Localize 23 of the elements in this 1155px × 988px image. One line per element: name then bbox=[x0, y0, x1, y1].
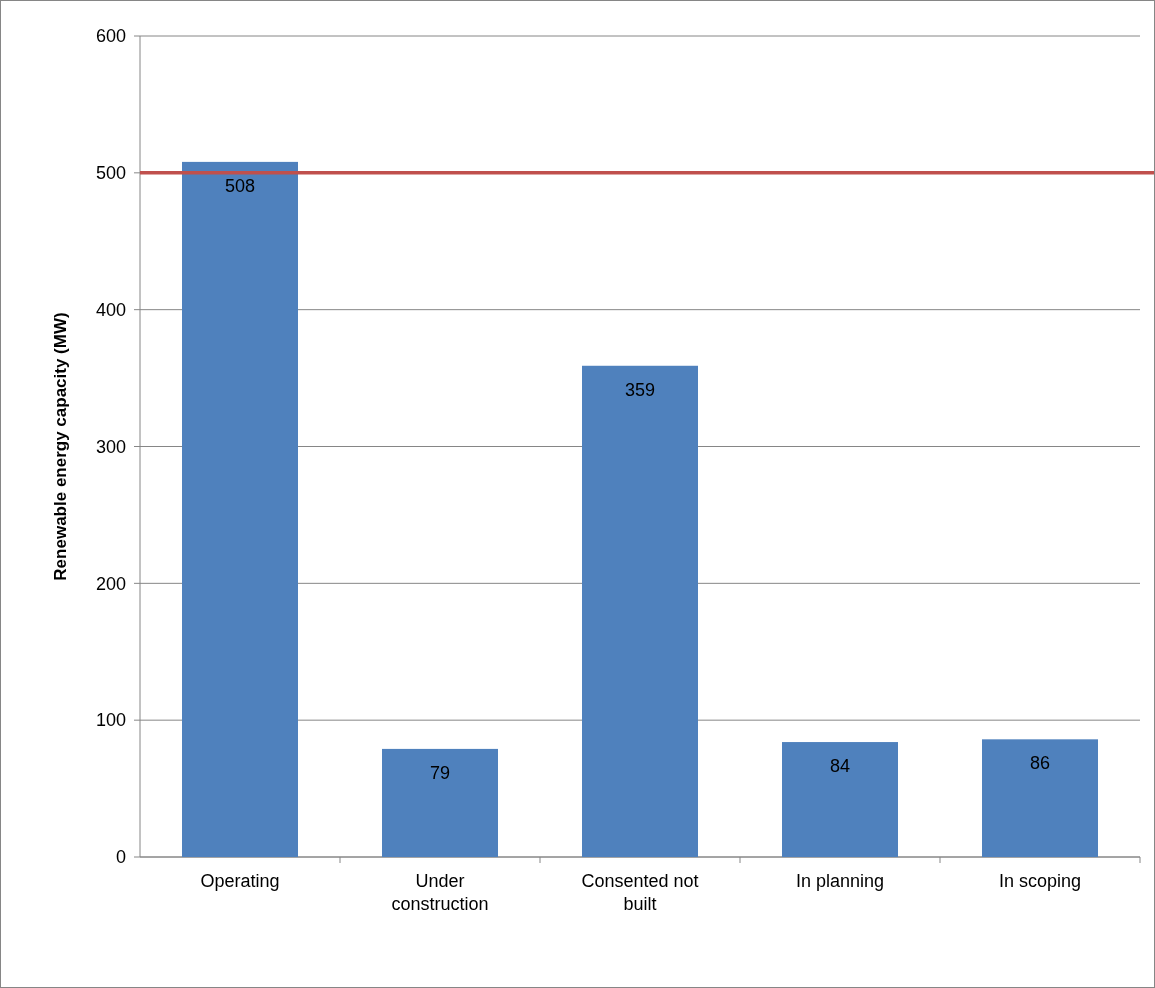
x-tick-label: Under construction bbox=[391, 871, 489, 914]
data-label: 84 bbox=[829, 756, 851, 777]
y-tick-label: 300 bbox=[95, 436, 126, 457]
y-axis-title: Renewable energy capacity (MW) bbox=[51, 312, 70, 581]
y-tick-label: 500 bbox=[95, 163, 126, 184]
bar bbox=[782, 742, 898, 857]
y-tick-label: 400 bbox=[95, 299, 126, 320]
data-label: 86 bbox=[1029, 753, 1051, 774]
bar bbox=[182, 161, 298, 857]
data-label: 79 bbox=[429, 762, 451, 783]
data-label: 359 bbox=[624, 379, 656, 400]
x-tick-label: Consented not built bbox=[581, 871, 699, 914]
y-tick-label: 200 bbox=[95, 573, 126, 594]
x-tick-label: In scoping bbox=[998, 871, 1082, 891]
y-tick-label: 600 bbox=[95, 26, 126, 47]
bar bbox=[982, 739, 1098, 857]
y-tick-label: 100 bbox=[95, 710, 126, 731]
x-tick-label: In planning bbox=[795, 871, 885, 891]
bar bbox=[582, 365, 698, 857]
bar bbox=[382, 748, 498, 857]
x-tick-label: Operating bbox=[200, 871, 280, 891]
y-tick-label: 0 bbox=[115, 847, 126, 868]
data-label: 508 bbox=[224, 175, 256, 196]
